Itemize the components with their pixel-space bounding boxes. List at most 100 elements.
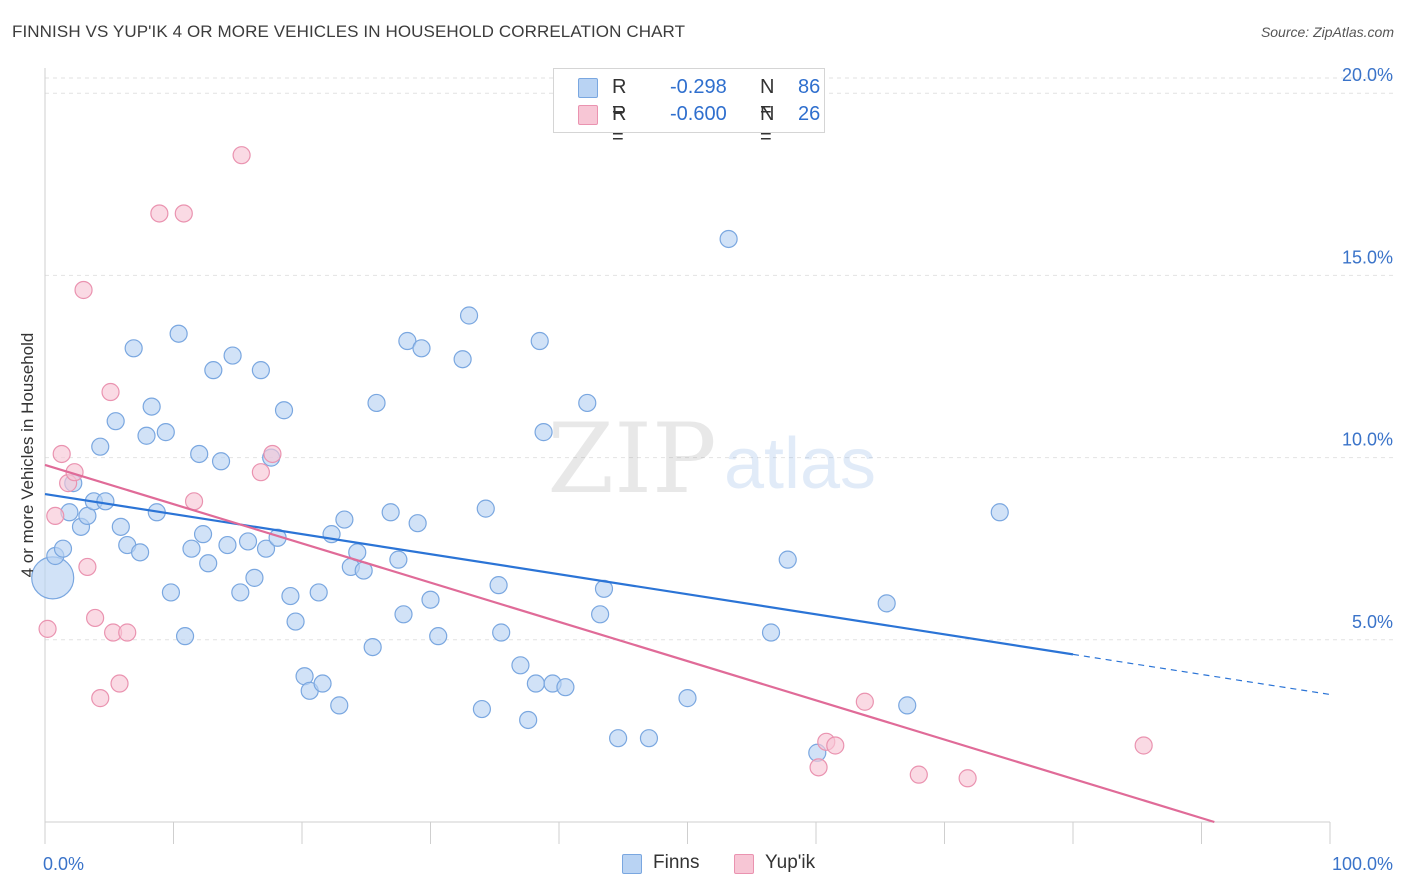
finns-point xyxy=(453,350,472,369)
finns-point xyxy=(877,594,896,613)
source-label: Source: ZipAtlas.com xyxy=(1260,24,1394,40)
r-value: -0.298 xyxy=(670,76,727,98)
finns-point xyxy=(106,412,125,431)
finns-point xyxy=(286,612,305,631)
finns-point xyxy=(429,627,448,646)
finns-trend-line xyxy=(44,492,1074,656)
finns-point xyxy=(124,339,143,358)
y-tick-label: 20.0% xyxy=(1342,65,1393,85)
finns-point xyxy=(519,710,538,730)
finns-point xyxy=(381,503,400,522)
yupik-point xyxy=(855,692,874,711)
finns-point xyxy=(678,689,697,708)
finns-point xyxy=(142,397,161,416)
yupik-point xyxy=(958,769,977,788)
finns-trend-extension xyxy=(1072,653,1331,696)
finns-point xyxy=(169,324,188,343)
yupik-point xyxy=(118,623,137,642)
finns-point xyxy=(367,393,386,413)
yupik-point xyxy=(150,204,169,223)
finns-swatch xyxy=(578,78,598,98)
finns-point xyxy=(492,623,511,642)
finns-point xyxy=(313,674,332,693)
n-value: 86 xyxy=(798,76,821,98)
yupik-point xyxy=(174,204,193,223)
x-tick-label: 100.0% xyxy=(1332,854,1393,874)
yupik-point xyxy=(263,444,282,464)
finns-point xyxy=(778,550,797,569)
finns-point xyxy=(204,361,223,380)
yupik-swatch xyxy=(734,854,754,874)
finns-point xyxy=(193,525,213,544)
finns-swatch xyxy=(622,854,642,874)
yupik-point xyxy=(74,280,93,300)
finns-point xyxy=(511,656,530,675)
n-value: 26 xyxy=(798,103,821,125)
chart-title: FINNISH VS YUP'IK 4 OR MORE VEHICLES IN … xyxy=(12,22,686,41)
y-tick-label: 15.0% xyxy=(1342,247,1393,267)
finns-point xyxy=(591,605,610,624)
yupik-swatch xyxy=(578,105,598,125)
finns-point xyxy=(251,361,270,380)
finns-point xyxy=(412,339,431,358)
finns-point xyxy=(274,401,294,420)
finns-point xyxy=(223,346,242,365)
finns-point xyxy=(526,674,545,693)
trend-lines xyxy=(44,463,1331,824)
finns-point xyxy=(175,627,195,646)
series-yupik xyxy=(38,146,1153,788)
finns-point xyxy=(389,550,408,569)
finns-point xyxy=(394,605,413,624)
watermark-atlas: atlas xyxy=(724,424,876,504)
finns-point xyxy=(534,423,553,442)
finns-point xyxy=(335,510,354,529)
tick-labels: 5.0% 10.0% 15.0% 20.0% 0.0% 100.0% xyxy=(43,65,1393,874)
finns-point xyxy=(130,543,150,562)
finns-point xyxy=(281,586,300,606)
n-label: N = xyxy=(760,76,775,121)
stats-legend: R = -0.298 N = 86 R = -0.600 N = 26 xyxy=(553,68,825,148)
finns-point xyxy=(476,499,495,518)
finns-point xyxy=(472,699,491,719)
y-tick-label: 10.0% xyxy=(1342,430,1393,450)
r-label: R = xyxy=(612,103,627,148)
legend-label: Yup'ik xyxy=(765,852,816,873)
finns-point xyxy=(190,444,209,464)
finns-point xyxy=(309,583,328,602)
finns-point xyxy=(489,576,508,595)
y-tick-label: 5.0% xyxy=(1352,612,1393,632)
finns-point xyxy=(137,426,156,445)
yupik-point xyxy=(110,674,129,693)
finns-point xyxy=(330,696,349,715)
finns-point xyxy=(459,306,479,325)
finns-point xyxy=(231,583,250,602)
yupik-point xyxy=(826,736,845,755)
finns-point xyxy=(898,696,917,715)
finns-point xyxy=(111,517,130,536)
finns-point xyxy=(990,503,1009,522)
finns-point xyxy=(91,437,110,456)
watermark: ZIP atlas xyxy=(547,403,876,515)
finns-point xyxy=(238,532,258,551)
finns-point xyxy=(530,331,549,351)
finns-point xyxy=(398,331,417,351)
y-axis-label: 4 or more Vehicles in Household xyxy=(18,332,37,578)
finns-point xyxy=(161,583,181,602)
yupik-point xyxy=(909,765,928,784)
finns-point xyxy=(53,539,73,558)
finns-point xyxy=(218,535,237,555)
axes xyxy=(44,68,1331,844)
finns-point xyxy=(761,623,781,642)
grid-lines xyxy=(45,77,1395,641)
finns-point xyxy=(639,729,659,748)
yupik-point xyxy=(78,557,97,577)
finns-point xyxy=(156,423,175,442)
yupik-point xyxy=(251,463,270,482)
finns-point xyxy=(182,539,201,558)
finns-point xyxy=(421,590,440,609)
finns-point xyxy=(719,229,738,249)
finns-point xyxy=(609,729,628,748)
yupik-point xyxy=(38,619,57,638)
finns-point xyxy=(578,393,597,413)
